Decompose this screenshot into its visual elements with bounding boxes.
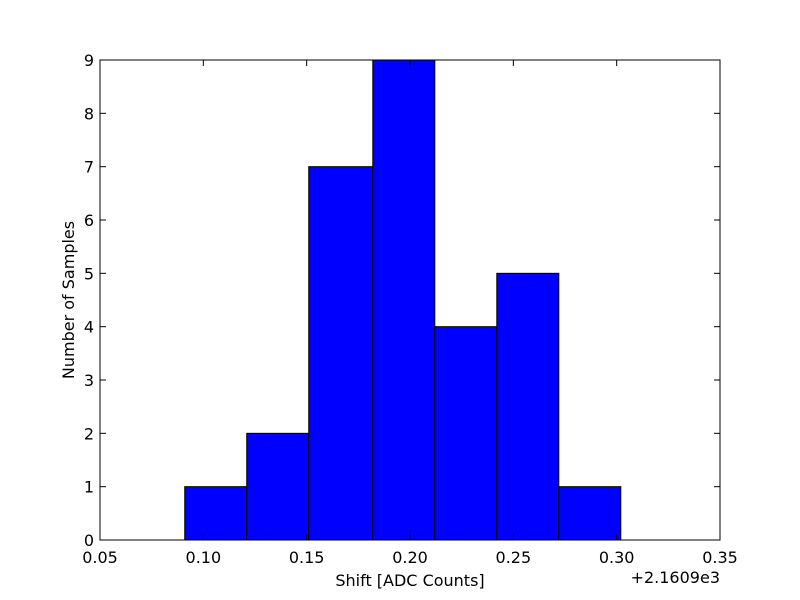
x-tick-label: 0.05 bbox=[82, 548, 118, 567]
x-tick-label: 0.20 bbox=[392, 548, 428, 567]
y-axis-label: Number of Samples bbox=[59, 221, 78, 379]
y-tick-label: 6 bbox=[84, 211, 94, 230]
tick-labels-layer: 0.05 0.10 0.15 0.20 0.25 0.30 0.35 0 1 2 3 4 5 6 7 8 9 bbox=[82, 51, 738, 567]
y-tick-label: 9 bbox=[84, 51, 94, 70]
histogram-bar-6 bbox=[496, 272, 560, 541]
y-tick-label: 8 bbox=[84, 104, 94, 123]
y-tick-label: 3 bbox=[84, 371, 94, 390]
x-tick-label: 0.10 bbox=[186, 548, 222, 567]
histogram-bar-5 bbox=[434, 326, 498, 541]
x-axis-label: Shift [ADC Counts] bbox=[335, 571, 484, 590]
histogram-bar-1 bbox=[184, 486, 248, 541]
y-tick-label: 5 bbox=[84, 264, 94, 283]
x-axis-offset-label: +2.1609e3 bbox=[631, 568, 720, 587]
y-tick-label: 1 bbox=[84, 478, 94, 497]
y-tick-label: 4 bbox=[84, 318, 94, 337]
bars-layer bbox=[184, 59, 622, 541]
x-tick-label: 0.30 bbox=[599, 548, 635, 567]
histogram-bar-2 bbox=[246, 432, 310, 541]
ticks-layer bbox=[99, 59, 721, 541]
x-tick-label: 0.25 bbox=[496, 548, 532, 567]
histogram-bar-3 bbox=[308, 166, 374, 541]
histogram-bar-7 bbox=[558, 486, 622, 541]
y-tick-label: 2 bbox=[84, 424, 94, 443]
x-tick-label: 0.15 bbox=[289, 548, 325, 567]
x-tick-label: 0.35 bbox=[702, 548, 738, 567]
y-tick-label: 7 bbox=[84, 158, 94, 177]
y-tick-label: 0 bbox=[84, 531, 94, 550]
histogram-bar-4 bbox=[372, 59, 436, 541]
